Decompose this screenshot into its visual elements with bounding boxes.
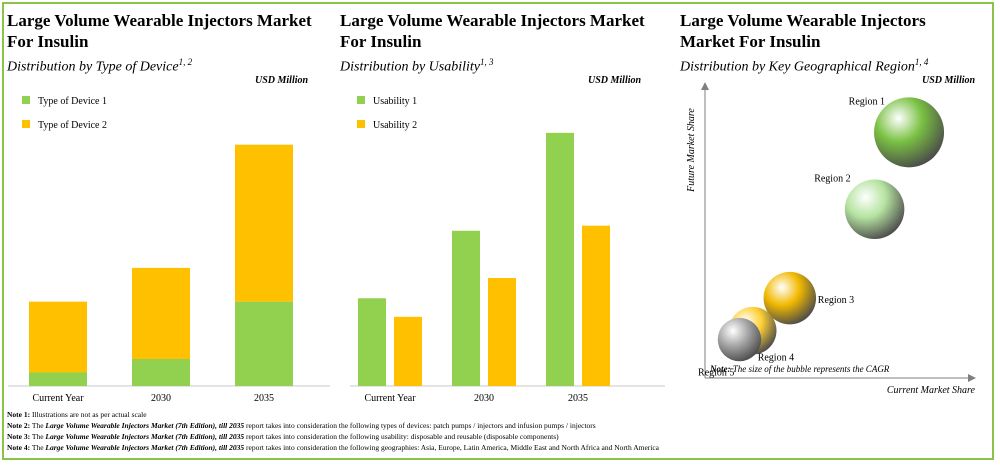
bar-type-of-device-1-0 <box>29 372 87 386</box>
panel-type-of-device: Large Volume Wearable Injectors Market F… <box>7 10 337 77</box>
bubble-chart: Current Market Share Future Market Share R… <box>686 82 976 396</box>
bubble-region-2 <box>844 179 905 240</box>
y-axis-arrow <box>701 82 709 90</box>
stacked-bar-chart: Current Year 2030 2035 Type of Device 1 Type… <box>8 96 330 404</box>
bar-usability-1-1 <box>452 230 480 386</box>
legend-swatch <box>22 96 30 104</box>
bar-usability-2-2 <box>582 225 610 386</box>
bar-usability-1-2 <box>546 132 574 386</box>
legend-swatch <box>357 120 365 128</box>
chart-subtitle: Distribution by Usability1, 3 <box>340 57 494 75</box>
bar-usability-2-1 <box>488 278 516 386</box>
panel-geographical-region: Large Volume Wearable Injectors Market F… <box>680 10 970 77</box>
bar-type-of-device-1-2 <box>235 301 293 386</box>
panel-usability: Large Volume Wearable Injectors Market F… <box>340 10 670 77</box>
bubble-label: Region 3 <box>818 295 854 306</box>
chart-subtitle: Distribution by Type of Device1, 2 <box>7 57 193 75</box>
chart-title: Large Volume Wearable Injectors Market F… <box>7 11 312 51</box>
x-tick-label: 2035 <box>568 393 588 404</box>
unit-label: USD Million <box>922 75 976 86</box>
chart-subtitle: Distribution by Key Geographical Region1… <box>680 57 929 75</box>
bubble-region-3 <box>763 271 817 325</box>
y-axis-label: Future Market Share <box>686 108 697 193</box>
x-tick-label: Current Year <box>32 393 84 404</box>
legend-label: Type of Device 2 <box>38 120 107 131</box>
x-tick-label: 2030 <box>474 393 494 404</box>
bar-type-of-device-2-1 <box>132 267 190 359</box>
bubble-label: Region 1 <box>849 96 885 107</box>
bubble-region-1 <box>874 97 945 168</box>
figure-border <box>2 2 994 460</box>
x-axis-label: Current Market Share <box>887 385 976 396</box>
legend-label: Usability 2 <box>373 120 417 131</box>
bar-type-of-device-1-1 <box>132 359 190 386</box>
bar-type-of-device-2-2 <box>235 144 293 302</box>
bubble-label: Region 2 <box>814 173 850 184</box>
bar-usability-1-0 <box>358 298 386 386</box>
legend-label: Usability 1 <box>373 96 417 107</box>
unit-label: USD Million <box>588 75 642 86</box>
note-4: Note 4: The Large Volume Wearable Inject… <box>7 443 660 452</box>
bubble-region-5 <box>717 317 762 362</box>
chart-title: Large Volume Wearable Injectors Market F… <box>340 11 645 51</box>
x-tick-label: 2030 <box>151 393 171 404</box>
unit-label: USD Million <box>255 75 309 86</box>
bubble-size-note: Note: The size of the bubble represents … <box>709 364 890 374</box>
chart-title: Large Volume Wearable Injectors Market F… <box>680 11 926 51</box>
note-1: Note 1: Illustrations are not as per act… <box>7 410 147 419</box>
bubble-label: Region 5 <box>698 368 734 379</box>
grouped-bar-chart: Current Year 2030 2035 Usability 1 Usability… <box>350 96 665 404</box>
bubble-label: Region 4 <box>758 353 794 364</box>
x-axis-arrow <box>968 374 976 382</box>
bar-type-of-device-2-0 <box>29 301 87 373</box>
bar-usability-2-0 <box>394 316 422 386</box>
legend-swatch <box>357 96 365 104</box>
footnotes: Note 1: Illustrations are not as per act… <box>7 409 659 453</box>
note-3: Note 3: The Large Volume Wearable Inject… <box>7 432 559 441</box>
legend-label: Type of Device 1 <box>38 96 107 107</box>
x-tick-label: 2035 <box>254 393 274 404</box>
legend-swatch <box>22 120 30 128</box>
note-2: Note 2: The Large Volume Wearable Inject… <box>7 421 596 430</box>
x-tick-label: Current Year <box>364 393 416 404</box>
